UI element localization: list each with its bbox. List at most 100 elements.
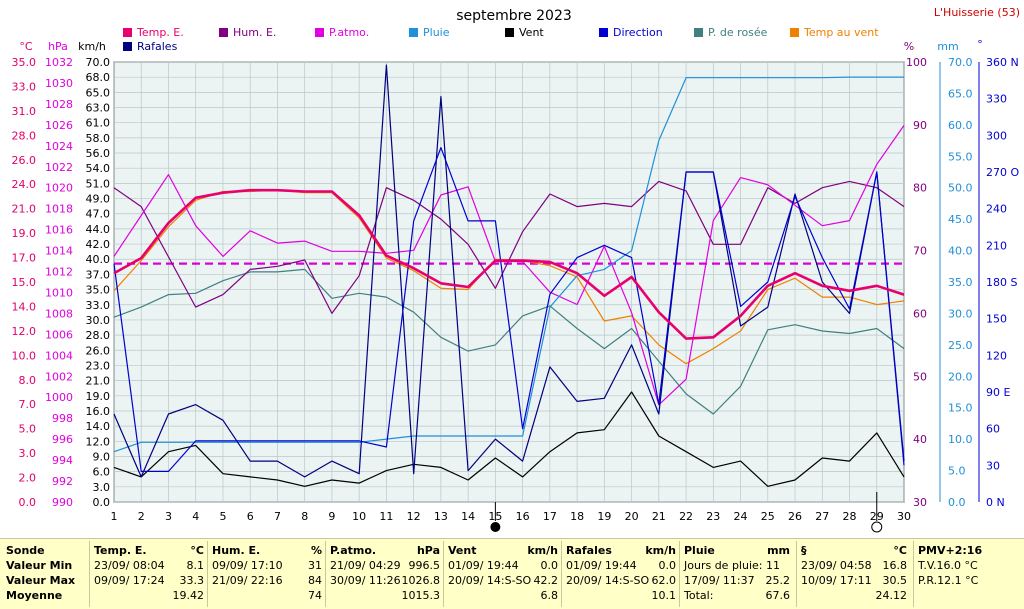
day-tick-label: 4 <box>192 510 199 523</box>
wind-tick-label: 58.0 <box>86 132 111 145</box>
footer-col-name: Hum. E. <box>212 544 261 557</box>
footer-header-row: P.atmo. hPa <box>330 543 440 558</box>
wind-tick-label: 70.0 <box>86 56 111 69</box>
legend-label: Vent <box>519 26 544 39</box>
series-line-rafales <box>113 64 905 478</box>
temp-tick-label: 21.0 <box>12 203 37 216</box>
wind-tick-label: 56.0 <box>86 147 111 160</box>
footer-rain-total-label: Total: <box>684 589 714 602</box>
wind-tick-label: 16.0 <box>86 405 111 418</box>
footer-max-row: 21/09/ 22:16 84 <box>212 573 322 588</box>
footer-col-unit: km/h <box>645 544 676 557</box>
footer-min-date: 23/09/ 04:58 <box>801 559 872 572</box>
legend-swatch <box>694 28 703 37</box>
footer-rain-days-row: Jours de pluie: 11 <box>684 558 790 573</box>
footer-min-row: 21/09/ 04:29 996.5 <box>330 558 440 573</box>
day-tick-label: 25 <box>761 510 775 523</box>
dir-tick-label: 30 <box>986 459 1000 472</box>
footer-header-row: Rafales km/h <box>566 543 676 558</box>
grid <box>113 61 905 503</box>
press-tick-label: 1028 <box>45 98 73 111</box>
temp-tick-label: 28.0 <box>12 129 37 142</box>
row-label-max: Valeur Max <box>6 574 76 587</box>
footer-max-row: 10/09/ 17:11 30.5 <box>801 573 907 588</box>
legend-swatch <box>315 28 324 37</box>
temp-tick-label: 5.0 <box>19 423 37 436</box>
legend-label: Direction <box>613 26 663 39</box>
rain-tick-label: 70.0 <box>948 56 973 69</box>
footer-separator <box>89 541 90 607</box>
legend-label: Temp. E. <box>136 26 184 39</box>
day-tick-label: 1 <box>111 510 118 523</box>
press-tick-label: 1012 <box>45 266 73 279</box>
footer-max-row: 30/09/ 11:26 1026.8 <box>330 573 440 588</box>
footer-min-val: 31 <box>308 559 322 572</box>
footer-pmv-pr: P.R.12.1 °C <box>918 574 979 587</box>
footer-avg-val: 74 <box>308 589 322 602</box>
footer-avg-row: 19.42 <box>94 588 205 603</box>
day-tick-label: 20 <box>625 510 639 523</box>
wind-tick-label: 35.0 <box>86 284 111 297</box>
day-tick-label: 26 <box>788 510 802 523</box>
footer-min-date: 21/09/ 04:29 <box>330 559 401 572</box>
hum-tick-label: 90 <box>913 119 927 132</box>
row-labels: Sonde Valeur Min Valeur Max Moyenne <box>6 543 86 605</box>
press-tick-label: 1008 <box>45 307 73 320</box>
day-tick-label: 21 <box>652 510 666 523</box>
footer-separator <box>913 541 914 607</box>
footer-max-row: 20/09/ 14:S-SO 42.2 <box>448 573 558 588</box>
dir-tick-label: 240 <box>986 203 1007 216</box>
wind-tick-label: 40.0 <box>86 253 111 266</box>
wind-tick-label: 49.0 <box>86 193 111 206</box>
footer-max-val: 33.3 <box>179 574 205 587</box>
footer-separator <box>207 541 208 607</box>
footer-min-val: 996.5 <box>408 559 441 572</box>
day-tick-label: 5 <box>219 510 226 523</box>
temp-tick-label: 35.0 <box>12 56 37 69</box>
footer-min-date: 23/09/ 08:04 <box>94 559 165 572</box>
footer-min-val: 8.1 <box>186 559 205 572</box>
dir-tick-label: 330 <box>986 93 1007 106</box>
wind-tick-label: 51.0 <box>86 177 111 190</box>
press-tick-label: 1002 <box>45 370 73 383</box>
footer-max-date: 20/09/ 14:S-SO <box>566 574 650 587</box>
day-tick-label: 19 <box>597 510 611 523</box>
footer-min-row: 09/09/ 17:10 31 <box>212 558 322 573</box>
press-tick-label: 1032 <box>45 56 73 69</box>
dir-tick-label: 270 O <box>986 166 1019 179</box>
legend-label: Hum. E. <box>233 26 276 39</box>
rain-unit-label: mm <box>937 40 958 53</box>
press-tick-label: 1014 <box>45 245 73 258</box>
day-tick-label: 16 <box>516 510 530 523</box>
footer-col-rosee: § °C 23/09/ 04:58 16.8 10/09/ 17:11 30.5 24.12 <box>801 543 907 605</box>
dir-tick-label: 300 <box>986 129 1007 142</box>
day-tick-label: 23 <box>706 510 720 523</box>
new-moon-icon <box>871 521 883 533</box>
rain-tick-label: 60.0 <box>948 119 973 132</box>
temp-tick-label: 3.0 <box>19 447 37 460</box>
series-line-pluie <box>113 76 904 453</box>
footer-min-date: 01/09/ 19:44 <box>566 559 637 572</box>
hum-tick-label: 40 <box>913 433 927 446</box>
wind-tick-label: 0.0 <box>93 496 111 509</box>
dir-tick-label: 210 <box>986 239 1007 252</box>
footer-col-pluie: Pluie mm Jours de pluie: 11 17/09/ 11:37 25.… <box>684 543 790 605</box>
footer-separator <box>679 541 680 607</box>
wind-tick-label: 61.0 <box>86 117 111 130</box>
day-tick-label: 22 <box>679 510 693 523</box>
rain-tick-label: 55.0 <box>948 150 973 163</box>
legend-swatch <box>123 42 132 51</box>
temp-tick-label: 33.0 <box>12 80 37 93</box>
press-tick-label: 1006 <box>45 328 73 341</box>
day-tick-label: 24 <box>734 510 748 523</box>
temp-tick-label: 15.0 <box>12 276 37 289</box>
temp-tick-label: 26.0 <box>12 154 37 167</box>
temp-tick-label: 12.0 <box>12 325 37 338</box>
temp-tick-label: 7.0 <box>19 398 37 411</box>
footer-separator <box>325 541 326 607</box>
legend-swatch <box>505 28 514 37</box>
press-tick-label: 1016 <box>45 224 73 237</box>
temp-tick-label: 19.0 <box>12 227 37 240</box>
footer-min-row: 23/09/ 08:04 8.1 <box>94 558 204 573</box>
press-unit-label: hPa <box>48 40 68 53</box>
